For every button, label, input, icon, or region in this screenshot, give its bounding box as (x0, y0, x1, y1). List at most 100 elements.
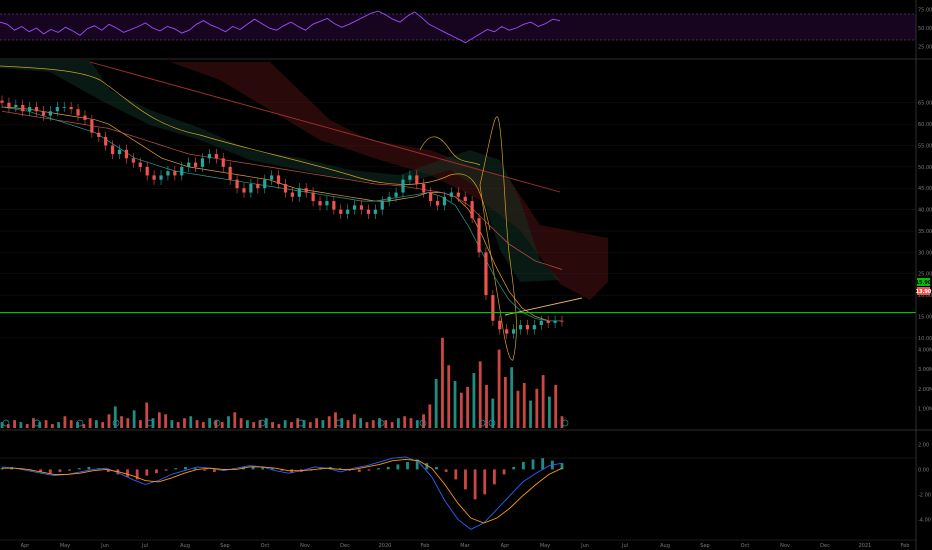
volume-bar (283, 420, 287, 428)
macd-histogram-bar (493, 469, 496, 485)
volume-bar (403, 416, 407, 428)
macd-histogram-bar (502, 469, 506, 475)
macd-histogram-bar (415, 459, 419, 470)
candle-body (387, 196, 391, 202)
macd-histogram-bar (213, 469, 216, 472)
event-marker[interactable] (377, 419, 385, 427)
volume-bar (214, 420, 218, 428)
y-axis-labels: 65.00 60.00 55.00 50.00 45.00 40.00 35.00 30.00… (918, 8, 932, 524)
macd-histogram-bar (184, 466, 187, 470)
volume-bar (13, 420, 16, 428)
macd-tick-label: -4.00 (918, 517, 931, 523)
volume-bar (245, 420, 249, 428)
macd-histogram-bar (261, 466, 265, 470)
macd-histogram-bar (68, 469, 71, 471)
candle-body (249, 183, 253, 193)
candle-body (352, 205, 357, 210)
candle-body (449, 192, 453, 197)
event-marker[interactable] (478, 419, 486, 427)
event-marker[interactable] (112, 419, 120, 427)
candle-body (498, 320, 502, 330)
price-panel[interactable] (0, 60, 916, 361)
candle-body (539, 320, 543, 326)
candle-body (463, 196, 467, 202)
event-marker[interactable] (561, 419, 569, 427)
macd-histogram-bar (87, 466, 91, 470)
y-tick-label: 65.00 (918, 101, 932, 107)
volume-bar (334, 412, 337, 428)
macd-histogram-bar (386, 466, 390, 470)
volume-bar (428, 404, 432, 428)
y-tick-label: 50.00 (918, 165, 932, 171)
volume-bar (277, 424, 281, 428)
candle-body (518, 325, 523, 330)
macd-histogram (0, 458, 564, 500)
volume-bar (359, 418, 363, 428)
volume-bar (459, 392, 463, 428)
candle-body (69, 107, 73, 110)
macd-histogram-bar (560, 463, 564, 470)
event-marker[interactable] (419, 419, 427, 427)
candle-body (131, 158, 135, 163)
y-tick-label: 55.00 (918, 143, 932, 149)
event-marker[interactable] (213, 419, 221, 427)
volume-bar (466, 386, 470, 428)
candle-body (553, 320, 557, 323)
candle-body (532, 325, 536, 330)
candle-body (456, 192, 460, 197)
volume-bar (164, 414, 167, 428)
candle-body (491, 295, 495, 321)
macd-panel[interactable] (0, 456, 916, 530)
x-tick-label: Jul (621, 543, 628, 549)
candlesticks (0, 95, 564, 339)
candle-body (152, 175, 156, 180)
macd-histogram-bar (406, 461, 409, 470)
event-marker[interactable] (297, 419, 305, 427)
moving-averages (1, 106, 563, 322)
volume-bar (120, 416, 123, 428)
candle-body (21, 104, 25, 112)
event-marker[interactable] (33, 419, 41, 427)
macd-histogram-bar (251, 465, 255, 470)
volume-bar (94, 420, 98, 428)
candle-body (90, 119, 94, 133)
event-marker[interactable] (258, 419, 266, 427)
candle-body (422, 183, 426, 193)
x-tick-label: Aug (180, 543, 190, 549)
volume-tick-label: 2.00M (918, 387, 932, 393)
volume-bar (485, 384, 488, 428)
volume-bar (25, 424, 29, 428)
x-tick-label: Apr (21, 543, 31, 549)
event-marker[interactable] (2, 419, 10, 427)
y-tick-label: 40.00 (918, 208, 932, 214)
macd-histogram-bar (106, 469, 110, 472)
macd-histogram-bar (473, 469, 477, 500)
candle-body (166, 171, 170, 176)
x-tick-label: 2020 (379, 543, 392, 549)
event-marker[interactable] (76, 419, 84, 427)
x-tick-label: Feb (901, 543, 910, 549)
macd-histogram-bar (39, 469, 43, 472)
candle-body (332, 201, 336, 210)
volume-bar (415, 420, 419, 428)
candle-body (325, 201, 329, 206)
candle-body (97, 132, 101, 137)
macd-histogram-bar (174, 468, 178, 470)
volume-bar (447, 365, 451, 428)
event-marker[interactable] (335, 419, 343, 427)
volume-bar (516, 390, 520, 428)
volume-bar (491, 398, 495, 428)
x-tick-label: Oct (741, 543, 750, 549)
macd-tick-label: 2.00 (918, 442, 929, 448)
candle-body (256, 183, 260, 189)
event-marker[interactable] (146, 419, 154, 427)
candle-body (235, 179, 239, 189)
volume-bar (132, 410, 136, 428)
volume-bar (38, 422, 42, 428)
event-marker[interactable] (488, 419, 496, 427)
rsi-panel[interactable] (0, 10, 916, 44)
candle-body (104, 136, 108, 146)
volume-bar (510, 367, 514, 428)
volume-bar (145, 402, 149, 428)
